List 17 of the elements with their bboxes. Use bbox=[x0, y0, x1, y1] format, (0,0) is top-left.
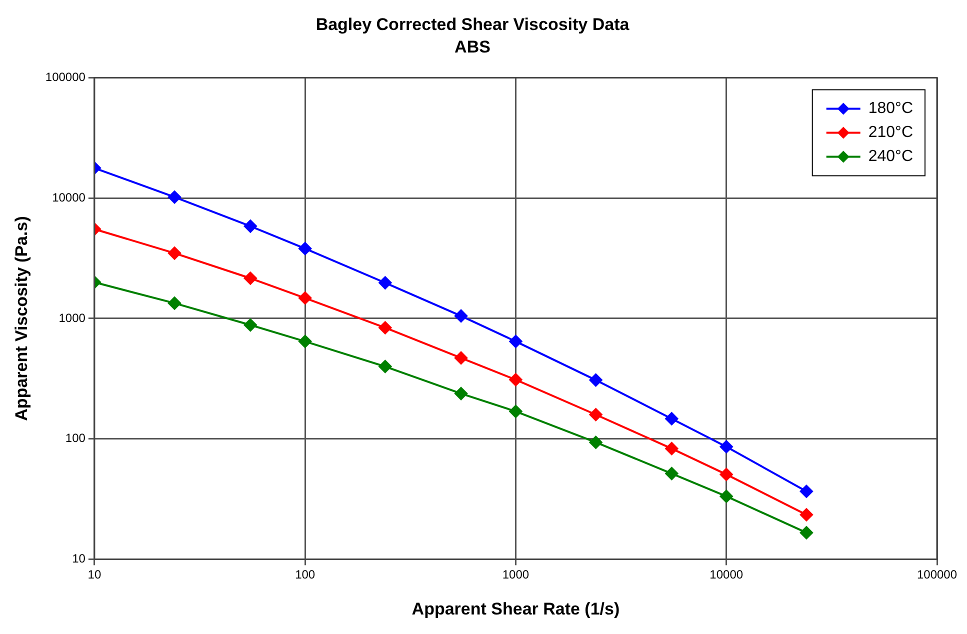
y-tick-label: 10000 bbox=[52, 190, 86, 204]
x-tick-label: 10000 bbox=[710, 568, 744, 582]
x-tick-label: 1000 bbox=[502, 568, 530, 582]
legend-label: 180°C bbox=[868, 100, 914, 118]
y-tick-label: 1000 bbox=[58, 310, 86, 325]
legend-label: 210°C bbox=[868, 124, 914, 142]
x-axis-title: Apparent Shear Rate (1/s) bbox=[412, 599, 620, 618]
legend-label: 240°C bbox=[868, 148, 914, 166]
y-tick-label: 100000 bbox=[45, 70, 86, 84]
x-tick-label: 100000 bbox=[916, 568, 958, 582]
x-tick-label: 100 bbox=[295, 568, 316, 582]
y-tick-label: 10 bbox=[72, 552, 86, 566]
x-tick-label: 10 bbox=[88, 568, 102, 582]
chart-subtitle: ABS bbox=[454, 37, 490, 56]
y-tick-label: 100 bbox=[65, 431, 86, 446]
y-axis-title: Apparent Viscosity (Pa.s) bbox=[12, 216, 31, 421]
chart-title: Bagley Corrected Shear Viscosity Data bbox=[316, 14, 630, 34]
